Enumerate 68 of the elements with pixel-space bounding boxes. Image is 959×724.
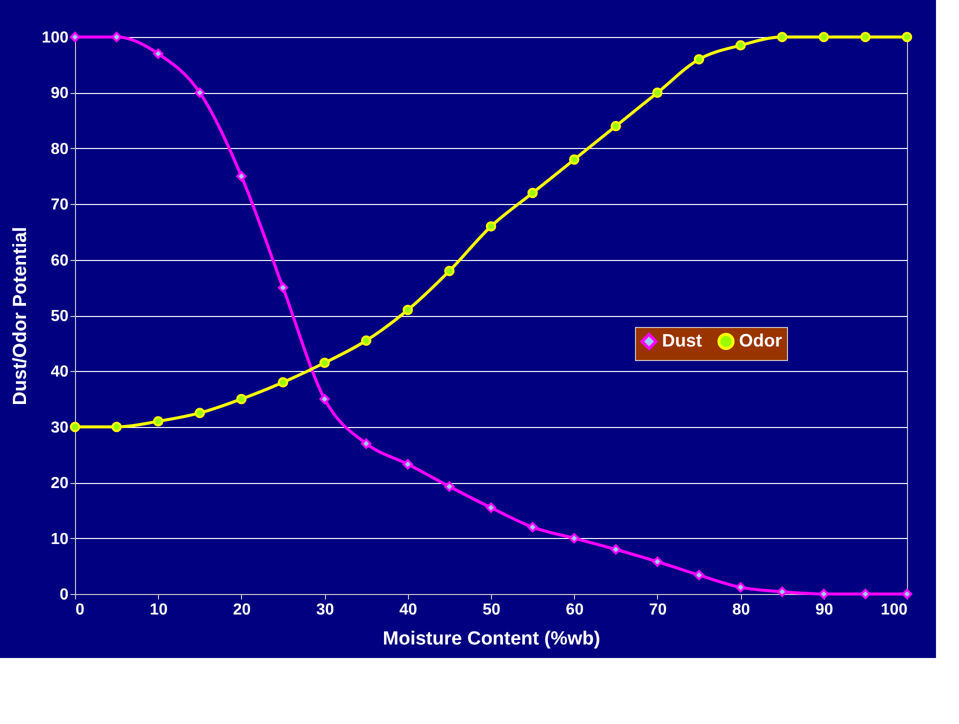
point	[735, 582, 746, 592]
y-tick-label: 50	[50, 308, 69, 325]
point	[735, 40, 746, 51]
point	[402, 304, 413, 316]
point	[860, 588, 871, 600]
point	[652, 556, 663, 567]
point	[361, 335, 372, 346]
point	[402, 459, 413, 470]
x-tick-label: 80	[732, 602, 750, 618]
point	[194, 408, 205, 418]
y-tick-label: 0	[60, 586, 69, 604]
x-tick-label: 0	[76, 602, 84, 618]
x-tick-label: 50	[482, 602, 500, 618]
x-tick-label: 40	[399, 602, 418, 618]
y-tick-label: 90	[50, 85, 69, 102]
point	[652, 88, 663, 98]
point	[444, 481, 455, 492]
point	[153, 416, 164, 427]
y-tick-label: 20	[50, 475, 69, 492]
point	[860, 32, 871, 42]
point	[569, 533, 580, 544]
point	[153, 48, 164, 59]
x-tick-label: 30	[316, 602, 334, 618]
point	[70, 422, 80, 432]
point	[111, 32, 122, 42]
point	[236, 394, 247, 404]
point	[777, 32, 788, 42]
y-tick-label: 100	[42, 30, 69, 46]
y-tick-label: 30	[50, 419, 69, 436]
point	[444, 266, 455, 276]
point	[694, 54, 704, 64]
point	[319, 358, 330, 368]
y-axis-title: Dust/Odor Potential	[10, 226, 31, 406]
x-axis-title: Moisture Content (%wb)	[382, 628, 600, 650]
point	[361, 438, 372, 449]
point	[278, 377, 288, 388]
y-tick-label: 10	[50, 530, 69, 548]
point	[610, 120, 621, 132]
point	[70, 32, 80, 42]
y-tick-label: 60	[50, 252, 69, 270]
point	[527, 522, 538, 532]
point	[694, 570, 704, 580]
point	[236, 171, 247, 182]
point	[818, 588, 829, 600]
y-tick-label: 80	[50, 140, 69, 158]
point	[902, 32, 912, 42]
point	[569, 154, 580, 165]
point	[610, 544, 621, 555]
x-tick-label: 100	[880, 602, 908, 618]
point	[902, 588, 912, 600]
point	[486, 221, 496, 232]
point	[486, 502, 496, 513]
legend-label: Odor	[739, 330, 782, 350]
point	[111, 422, 122, 432]
legend-label: Dust	[662, 330, 702, 350]
x-tick-label: 20	[233, 602, 251, 618]
x-tick-label: 70	[649, 602, 667, 618]
x-tick-label: 90	[815, 602, 834, 618]
point	[194, 88, 205, 98]
point	[278, 282, 288, 293]
y-tick-label: 70	[50, 196, 69, 214]
point	[527, 188, 538, 198]
point	[777, 586, 788, 597]
x-tick-label: 60	[566, 602, 584, 618]
x-tick-label: 10	[150, 602, 168, 618]
point	[818, 32, 829, 42]
y-tick-label: 40	[50, 364, 69, 381]
point	[319, 394, 330, 404]
